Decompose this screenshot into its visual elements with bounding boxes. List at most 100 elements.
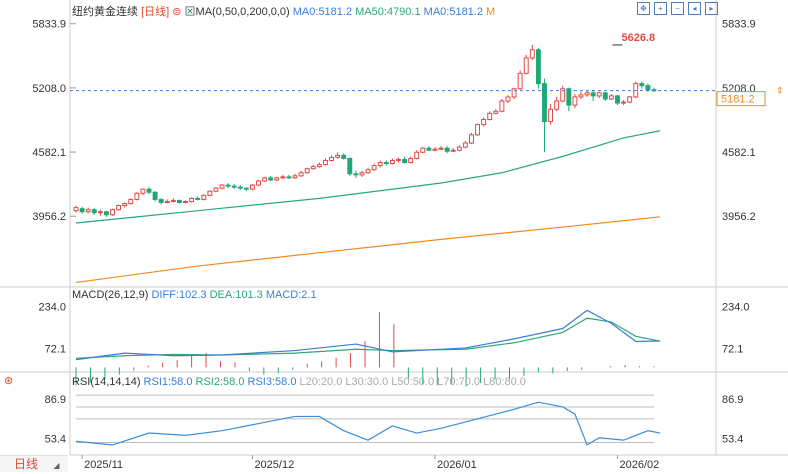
zoom-in-icon[interactable]: + [654,2,667,15]
price-tick-label-left: 5833.9 [32,19,66,31]
candle [79,206,85,214]
candle-body [316,164,322,168]
candle-body [335,154,341,158]
candle [438,146,444,151]
candle [347,157,353,176]
candle [274,176,280,181]
candle-body [262,177,268,182]
candle [402,156,408,164]
candle-body [298,172,304,177]
candle [329,155,334,162]
candle [164,199,170,204]
candle-body [469,134,474,144]
settings-icon[interactable]: ⊜ [172,6,182,18]
peak-label: 5626.8 [621,32,655,44]
candle [176,199,182,204]
candle [548,104,554,125]
candle-body [590,92,596,97]
candle-body [627,96,633,103]
candle [420,147,426,154]
rsi-tick-label-right: 53.4 [722,433,743,445]
candle [335,152,341,159]
move-left-icon[interactable]: ◂ [688,2,701,15]
indicator-icon[interactable]: ⊠ [184,6,196,18]
candle-body [91,209,97,214]
candle-body [578,94,584,98]
candle [316,162,322,168]
candle-body [456,146,462,151]
rsi-tick-label-left: 53.4 [45,433,66,445]
candle [481,117,487,127]
candle [85,207,91,214]
candle-body [554,100,560,110]
candle-body [487,112,493,120]
candle [621,99,627,106]
candle-body [438,147,444,150]
rsi-line [75,401,661,446]
candle-body [286,176,292,179]
candle [298,170,304,177]
crosshair-icon[interactable]: ✥ [637,2,650,15]
x-tick-label: 2025/11 [84,459,123,471]
last-price-label: 5181.2 [721,94,755,106]
candle-body [341,154,347,159]
candle [183,200,188,204]
diff-line [75,309,661,361]
candle-body [347,157,353,175]
rsi-l70: L70:70.0 [437,376,480,388]
candle-body [225,184,231,187]
rsi-panel: 86.9 86.9 53.4 53.4 [45,394,743,446]
candle-body [383,162,389,165]
rsi-l80: L80:80.0 [483,376,526,388]
macd-params: MACD(26,12,9) [72,289,149,301]
candle-body [523,57,529,74]
rsi-header: RSI(14,14,14) RSI1:58.0 RSI2:58.0 RSI3:5… [72,376,526,388]
candle-body [280,176,286,179]
candle [560,85,566,103]
candle [456,145,462,152]
rsi-l30: L30:30.0 [345,376,389,388]
candle [432,147,438,152]
period-button[interactable]: 日线 ◢ [0,455,68,472]
candle [213,187,219,193]
candle [341,153,347,160]
candle [91,208,97,215]
candle-body [201,194,207,200]
candle [505,94,511,104]
candle [152,191,158,202]
candle [116,204,122,211]
macd-tick-label-right: 72.1 [722,344,743,356]
candle-body [85,209,91,213]
candle [134,192,140,201]
candle [201,194,207,201]
candle-body [420,147,426,153]
candle-body [621,101,627,104]
candle [493,109,499,115]
candle-body [499,100,505,112]
candle [639,81,645,89]
dropdown-icon: ◢ [53,461,60,470]
candle [371,163,377,171]
candle-body [396,158,401,161]
candle-body [97,211,103,214]
move-right-icon[interactable]: ▸ [705,2,718,15]
candle-body [511,88,517,98]
candle [590,89,596,102]
candle-body [256,180,261,186]
candle [359,170,365,177]
period-button-label: 日线 [14,457,39,471]
candle-body [322,159,328,166]
macd-tick-label-left: 234.0 [38,302,66,314]
candle [195,196,201,201]
macd-header: MACD(26,12,9) DIFF:102.3 DEA:101.3 MACD:… [72,289,317,301]
candle-body [152,191,158,200]
candle [566,87,572,112]
candle-body [602,92,608,100]
rsi-settings-icon[interactable]: ⊛ [4,375,14,387]
candle-body [292,175,298,179]
zoom-out-icon[interactable]: − [671,2,684,15]
candle [322,158,328,166]
candle-body [103,211,109,216]
candle [158,198,164,205]
ma-params: MA(0,50,0,200,0,0) [195,6,290,18]
